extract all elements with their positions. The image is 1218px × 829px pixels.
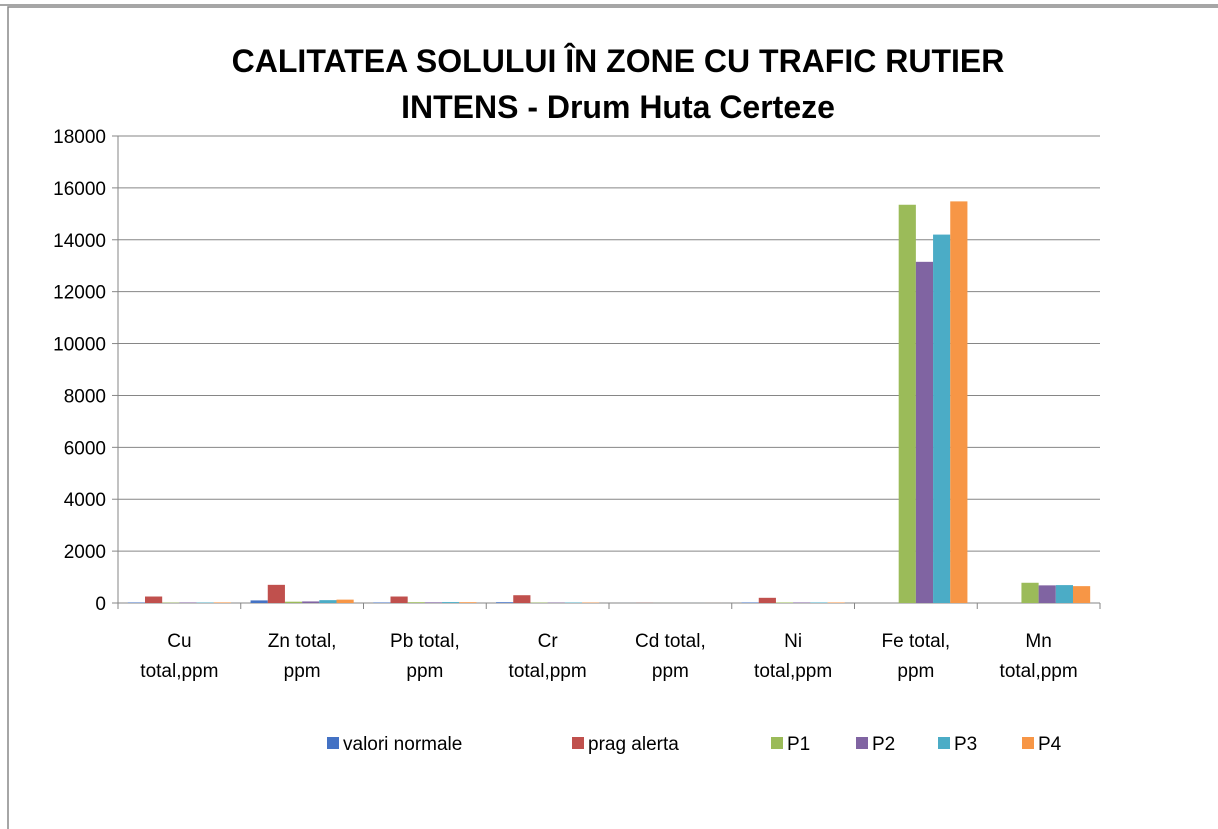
bar bbox=[459, 602, 477, 603]
y-tick-label: 16000 bbox=[53, 179, 106, 200]
bar bbox=[319, 600, 337, 603]
x-tick-label: Mn total,ppm bbox=[1000, 631, 1078, 682]
y-tick-label: 4000 bbox=[64, 490, 106, 511]
legend-swatch bbox=[771, 737, 783, 749]
bar bbox=[513, 595, 531, 603]
legend-swatch bbox=[327, 737, 339, 749]
x-tick-label: Ni total,ppm bbox=[754, 631, 832, 682]
x-tick-label: Fe total, ppm bbox=[882, 631, 951, 682]
legend-swatch bbox=[938, 737, 950, 749]
bar bbox=[407, 602, 425, 603]
bar bbox=[933, 234, 951, 604]
bar bbox=[793, 602, 811, 603]
chart-frame bbox=[7, 6, 1218, 829]
chart-title: CALITATEA SOLULUI ÎN ZONE CU TRAFIC RUTI… bbox=[232, 43, 1005, 125]
legend-label: P4 bbox=[1038, 734, 1062, 755]
legend-swatch bbox=[856, 737, 868, 749]
legend-label: P2 bbox=[872, 734, 895, 755]
y-tick-label: 14000 bbox=[53, 231, 106, 252]
bar bbox=[496, 602, 514, 603]
legend-label: prag alerta bbox=[588, 734, 679, 755]
bar bbox=[915, 261, 934, 603]
bar bbox=[424, 602, 443, 603]
bar bbox=[442, 602, 460, 603]
bar bbox=[1055, 585, 1073, 603]
bar bbox=[898, 204, 916, 603]
bar bbox=[775, 602, 794, 603]
bar bbox=[373, 602, 391, 603]
bar bbox=[827, 602, 845, 603]
bar bbox=[810, 602, 828, 603]
bar bbox=[336, 599, 354, 603]
bar bbox=[390, 596, 408, 603]
x-tick-label: Cu total,ppm bbox=[140, 631, 218, 682]
bar bbox=[127, 602, 146, 603]
x-tick-label: Pb total, ppm bbox=[390, 631, 460, 682]
bar bbox=[950, 201, 968, 603]
bar bbox=[1021, 582, 1039, 603]
bar bbox=[1072, 586, 1091, 603]
bar bbox=[267, 584, 285, 603]
y-tick-label: 12000 bbox=[53, 283, 106, 304]
legend-label: valori normale bbox=[343, 734, 462, 755]
y-tick-label: 18000 bbox=[53, 127, 106, 148]
legend-swatch bbox=[1022, 737, 1034, 749]
x-tick-label: Cr total,ppm bbox=[509, 631, 587, 682]
x-tick-label: Zn total, ppm bbox=[268, 631, 337, 682]
bar bbox=[145, 596, 163, 603]
y-tick-label: 2000 bbox=[64, 542, 106, 563]
bar bbox=[179, 602, 197, 603]
bar bbox=[284, 601, 303, 603]
legend-label: P1 bbox=[787, 734, 810, 755]
y-tick-label: 8000 bbox=[64, 386, 106, 407]
x-tick-label: Cd total, ppm bbox=[635, 631, 706, 682]
y-tick-label: 6000 bbox=[64, 438, 106, 459]
y-tick-label: 0 bbox=[95, 594, 106, 615]
bar bbox=[213, 602, 231, 603]
bar bbox=[250, 600, 268, 603]
y-tick-label: 10000 bbox=[53, 335, 106, 356]
legend-swatch bbox=[572, 737, 584, 749]
bar bbox=[758, 597, 776, 603]
bar bbox=[741, 602, 759, 603]
bar bbox=[1038, 585, 1056, 603]
legend-label: P3 bbox=[954, 734, 977, 755]
bar bbox=[302, 601, 320, 603]
